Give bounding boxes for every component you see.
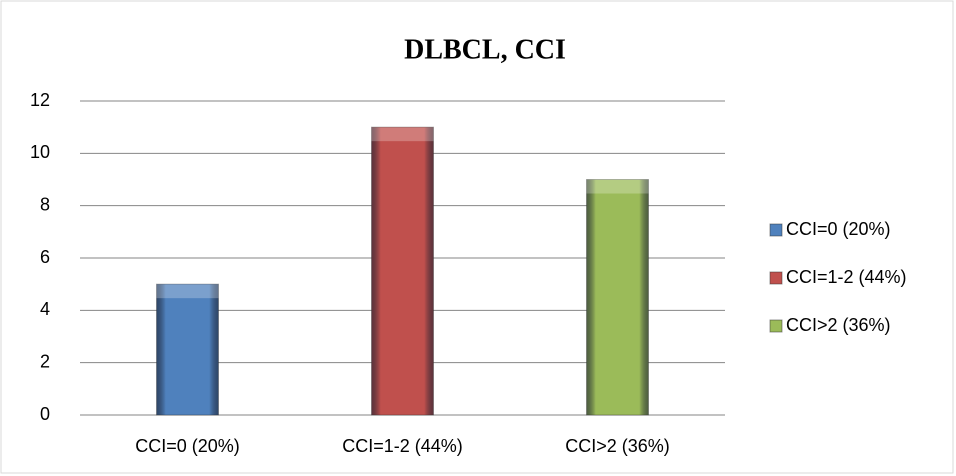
y-tick-label: 8: [40, 194, 50, 214]
x-tick-label: CCI=1-2 (44%): [342, 436, 463, 456]
y-tick-label: 6: [40, 247, 50, 267]
legend-label: CCI=1-2 (44%): [786, 267, 907, 287]
y-tick-label: 12: [30, 90, 50, 110]
bar: [586, 179, 649, 416]
bar-highlight: [156, 284, 219, 299]
y-tick-label: 0: [40, 404, 50, 424]
legend-label: CCI=0 (20%): [786, 219, 891, 239]
legend-label: CCI>2 (36%): [786, 315, 891, 335]
y-tick-label: 10: [30, 142, 50, 162]
bar: [371, 126, 434, 416]
x-tick-label: CCI>2 (36%): [565, 436, 670, 456]
legend-swatch: [769, 319, 783, 333]
bar-highlight: [586, 179, 649, 194]
bar-highlight: [371, 127, 434, 142]
legend-swatch: [769, 271, 783, 285]
x-tick-label: CCI=0 (20%): [135, 436, 240, 456]
chart-title: DLBCL, CCI: [404, 34, 566, 65]
bar: [156, 283, 219, 416]
y-tick-label: 4: [40, 299, 50, 319]
y-tick-label: 2: [40, 351, 50, 371]
legend-swatch: [769, 223, 783, 237]
